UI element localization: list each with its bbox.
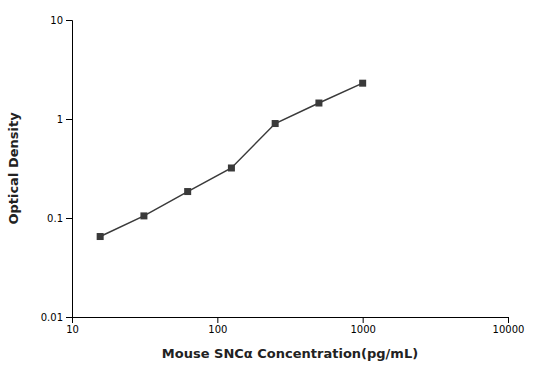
tick: 100 <box>208 317 227 335</box>
x-axis-title: Mouse SNCα Concentration(pg/mL) <box>162 346 418 361</box>
tick-label: 0.1 <box>47 213 63 224</box>
tick: 1000 <box>350 317 375 335</box>
tick-label: 100 <box>208 324 227 335</box>
marker <box>359 80 366 87</box>
plot-area: 10 100 1000 10000 0.01 0.1 1 10 <box>41 15 525 335</box>
marker <box>97 233 104 240</box>
tick-mark <box>66 20 72 21</box>
tick: 10 <box>66 317 79 335</box>
tick-mark <box>66 317 72 318</box>
tick: 10000 <box>493 317 525 335</box>
tick: 1 <box>57 114 72 125</box>
tick-label: 10000 <box>493 324 525 335</box>
marker <box>315 100 322 107</box>
line <box>100 83 362 236</box>
marker <box>140 212 147 219</box>
tick-mark <box>363 317 364 323</box>
tick-label: 1 <box>57 114 63 125</box>
y-axis-line <box>66 21 73 318</box>
chart: 10 100 1000 10000 0.01 0.1 1 10 Mouse SNCα Conce… <box>0 0 533 372</box>
marker <box>272 120 279 127</box>
tick-label: 0.01 <box>41 312 63 323</box>
tick-label: 10 <box>66 324 79 335</box>
tick: 10 <box>50 15 72 26</box>
marker <box>184 188 191 195</box>
tick-label: 10 <box>50 15 63 26</box>
tick: 0.01 <box>41 312 72 323</box>
tick-mark <box>66 119 72 120</box>
tick-mark <box>217 317 218 323</box>
tick-mark <box>508 317 509 323</box>
y-axis-title: Optical Density <box>6 112 21 225</box>
x-axis-line <box>73 318 509 324</box>
y-axis: 0.01 0.1 1 10 <box>41 15 73 323</box>
tick: 0.1 <box>47 213 72 224</box>
marker <box>228 164 235 171</box>
x-axis: 10 100 1000 10000 <box>66 317 524 335</box>
tick-label: 1000 <box>350 324 375 335</box>
series <box>97 80 366 240</box>
tick-mark <box>66 218 72 219</box>
